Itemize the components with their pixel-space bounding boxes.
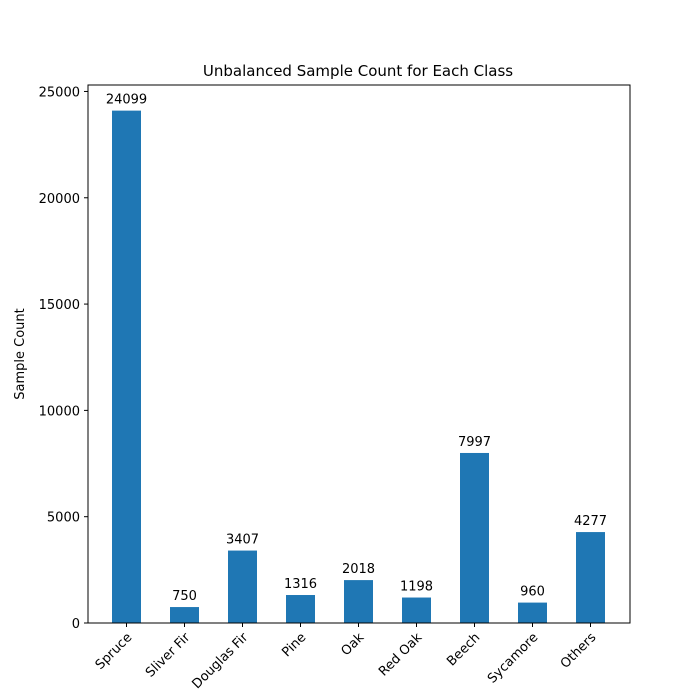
x-tick-label: Others [558,630,600,672]
bar-oak [344,580,373,623]
x-tick-label: Oak [339,630,368,659]
bar-beech [460,452,489,623]
x-tick-label: Sliver Fir [143,630,194,681]
chart-title: Unbalanced Sample Count for Each Class [203,62,513,80]
x-tick-label: Pine [279,630,309,660]
bar-red-oak [402,597,431,623]
bar-spruce [112,110,141,624]
y-tick-label: 20000 [39,192,80,207]
bar-value-label: 2018 [342,562,375,577]
y-tick-label: 25000 [39,85,80,100]
bars-group [112,110,605,624]
y-axis-ticks: 0 5000 10000 15000 20000 25000 [39,85,88,632]
x-tick-label: Spruce [93,630,136,673]
bar-others [576,532,605,623]
y-tick-label: 5000 [47,511,80,526]
bar-sliver-fir [170,607,199,623]
y-tick-label: 10000 [39,404,80,419]
bar-value-label: 960 [520,585,545,600]
x-tick-label: Douglas Fir [190,630,252,692]
bar-value-label: 24099 [106,93,147,108]
bar-value-label: 4277 [574,514,607,529]
bar-douglas-fir [228,550,257,623]
plot-frame [87,84,631,624]
y-axis-label: Sample Count [13,308,28,399]
bar-value-label: 3407 [226,533,259,548]
bar-value-label: 1198 [400,580,433,595]
y-tick-label: 15000 [39,298,80,313]
y-tick-label: 0 [72,617,80,632]
bar-value-label: 7997 [458,435,491,450]
x-tick-label: Red Oak [376,630,426,680]
bar-pine [286,595,315,623]
x-tick-label: Beech [444,630,483,669]
bar-value-labels: 24099 750 3407 1316 2018 1198 7997 960 4277 [106,93,607,604]
bar-value-label: 750 [172,589,197,604]
bar-sycamore [518,602,547,623]
x-tick-label: Sycamore [485,630,541,686]
bar-value-label: 1316 [284,577,317,592]
